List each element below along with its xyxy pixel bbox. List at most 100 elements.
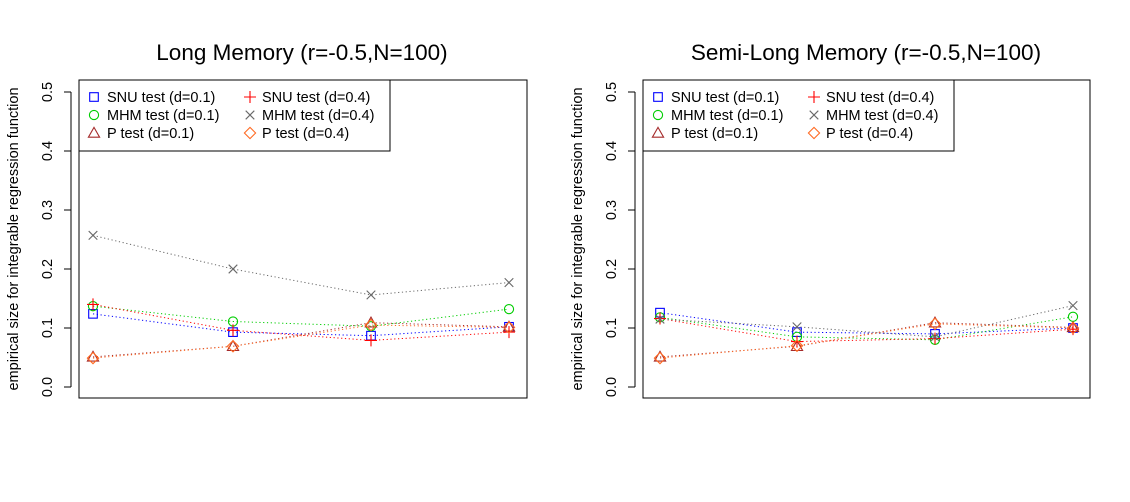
- data-point: [365, 334, 377, 347]
- legend-label: MHM test (d=0.1): [107, 108, 219, 124]
- legend: SNU test (d=0.1) MHM test (d=0.1) P test (…: [78, 79, 391, 152]
- legend-label: SNU test (d=0.4): [826, 90, 934, 106]
- series-cross-5: [655, 300, 1078, 342]
- data-point: [653, 350, 667, 362]
- data-point: [503, 326, 515, 339]
- legend-item: SNU test (d=0.1): [89, 90, 215, 106]
- legend-label: SNU test (d=0.4): [262, 90, 370, 106]
- legend-marker-circle: [88, 109, 100, 121]
- legend-item: MHM test (d=0.1): [88, 108, 219, 124]
- y-tick-label: 0.2: [604, 259, 620, 279]
- data-point: [1066, 321, 1080, 335]
- data-point: [929, 332, 941, 345]
- data-point: [86, 351, 100, 365]
- data-point: [226, 339, 240, 353]
- chart-panel-1: Long Memory (r=-0.5,N=100) 0.0 0.1 0.2 0.3 0.…: [6, 40, 528, 399]
- series-line: [92, 322, 510, 358]
- legend-item: P test (d=0.1): [87, 126, 194, 142]
- data-point: [226, 339, 240, 352]
- data-point: [790, 339, 804, 353]
- legend-item: P test (d=0.4): [807, 126, 913, 142]
- series-line: [659, 312, 1074, 335]
- data-point: [87, 298, 99, 311]
- series-triangle-3: [653, 315, 1080, 362]
- series-line: [92, 324, 510, 359]
- series-line: [92, 234, 510, 296]
- y-axis-label: empirical size for integrable regression…: [570, 87, 586, 390]
- legend-label: MHM test (d=0.4): [262, 108, 374, 124]
- series-line: [659, 318, 1074, 343]
- legend-box: [78, 79, 391, 152]
- legend-marker-square: [653, 92, 663, 102]
- legend-label: P test (d=0.1): [107, 126, 194, 142]
- legend-item: SNU test (d=0.1): [653, 90, 779, 106]
- data-point: [366, 290, 376, 300]
- data-point: [928, 317, 942, 331]
- y-axis-label: empirical size for integrable regression…: [6, 87, 22, 390]
- y-tick-label: 0.0: [40, 377, 56, 397]
- legend-label: SNU test (d=0.1): [671, 90, 779, 106]
- series-line: [659, 323, 1074, 359]
- legend-label: MHM test (d=0.4): [826, 108, 938, 124]
- data-point: [88, 230, 98, 241]
- legend-marker-cross: [245, 110, 255, 120]
- series-plus-4: [87, 298, 515, 347]
- data-point: [653, 351, 667, 365]
- y-tick-label: 0.2: [40, 259, 56, 279]
- chart-title: Semi-Long Memory (r=-0.5,N=100): [691, 40, 1041, 65]
- series-line: [659, 305, 1074, 338]
- legend-marker-square: [89, 92, 99, 102]
- legend-item: P test (d=0.4): [243, 126, 349, 142]
- data-point: [930, 332, 940, 342]
- series-line: [659, 322, 1074, 358]
- legend-marker-triangle: [651, 126, 665, 138]
- data-point: [1067, 311, 1079, 322]
- data-point: [1068, 300, 1078, 311]
- legend-label: P test (d=0.1): [671, 126, 758, 142]
- chart-panel-2: Semi-Long Memory (r=-0.5,N=100) 0.0 0.1 0.2…: [570, 40, 1091, 399]
- y-tick-label: 0.4: [40, 141, 56, 161]
- series-triangle-3: [86, 315, 516, 362]
- legend-label: P test (d=0.4): [826, 126, 913, 142]
- data-point: [504, 277, 514, 288]
- y-tick-label: 0.3: [604, 200, 620, 220]
- legend-marker-circle: [652, 109, 664, 121]
- y-tick-label: 0.1: [40, 318, 56, 338]
- data-point: [792, 322, 802, 332]
- legend-label: MHM test (d=0.1): [671, 108, 783, 124]
- legend-item: MHM test (d=0.1): [652, 108, 783, 124]
- series-square-1: [655, 307, 1078, 339]
- chart-title: Long Memory (r=-0.5,N=100): [156, 40, 447, 65]
- data-point: [502, 321, 516, 334]
- data-point: [86, 350, 100, 362]
- data-point: [503, 303, 515, 315]
- legend: SNU test (d=0.1) MHM test (d=0.1) P test (…: [642, 79, 955, 152]
- legend-box: [642, 79, 955, 152]
- legend-item: P test (d=0.1): [651, 126, 758, 142]
- legend-item: MHM test (d=0.4): [245, 108, 374, 124]
- series-plus-4: [654, 312, 1079, 348]
- series-line: [92, 305, 510, 327]
- legend-item: MHM test (d=0.4): [809, 108, 938, 124]
- data-point: [364, 318, 378, 332]
- legend-marker-cross: [809, 110, 819, 120]
- data-point: [790, 339, 804, 352]
- series-diamond-6: [653, 317, 1080, 365]
- legend-label: SNU test (d=0.1): [107, 90, 215, 106]
- data-point: [655, 314, 665, 324]
- legend-item: SNU test (d=0.4): [244, 90, 370, 106]
- y-tick-label: 0.3: [40, 200, 56, 220]
- data-point: [227, 324, 239, 337]
- series-line: [659, 316, 1074, 341]
- y-tick-label: 0.5: [604, 82, 620, 102]
- series-diamond-6: [86, 318, 516, 365]
- series-line: [92, 313, 510, 337]
- series-circle-2: [87, 301, 515, 332]
- series-cross-5: [88, 230, 514, 300]
- y-tick-label: 0.5: [40, 82, 56, 102]
- legend-marker-diamond: [243, 126, 257, 140]
- y-tick-label: 0.1: [604, 318, 620, 338]
- data-point: [228, 264, 238, 274]
